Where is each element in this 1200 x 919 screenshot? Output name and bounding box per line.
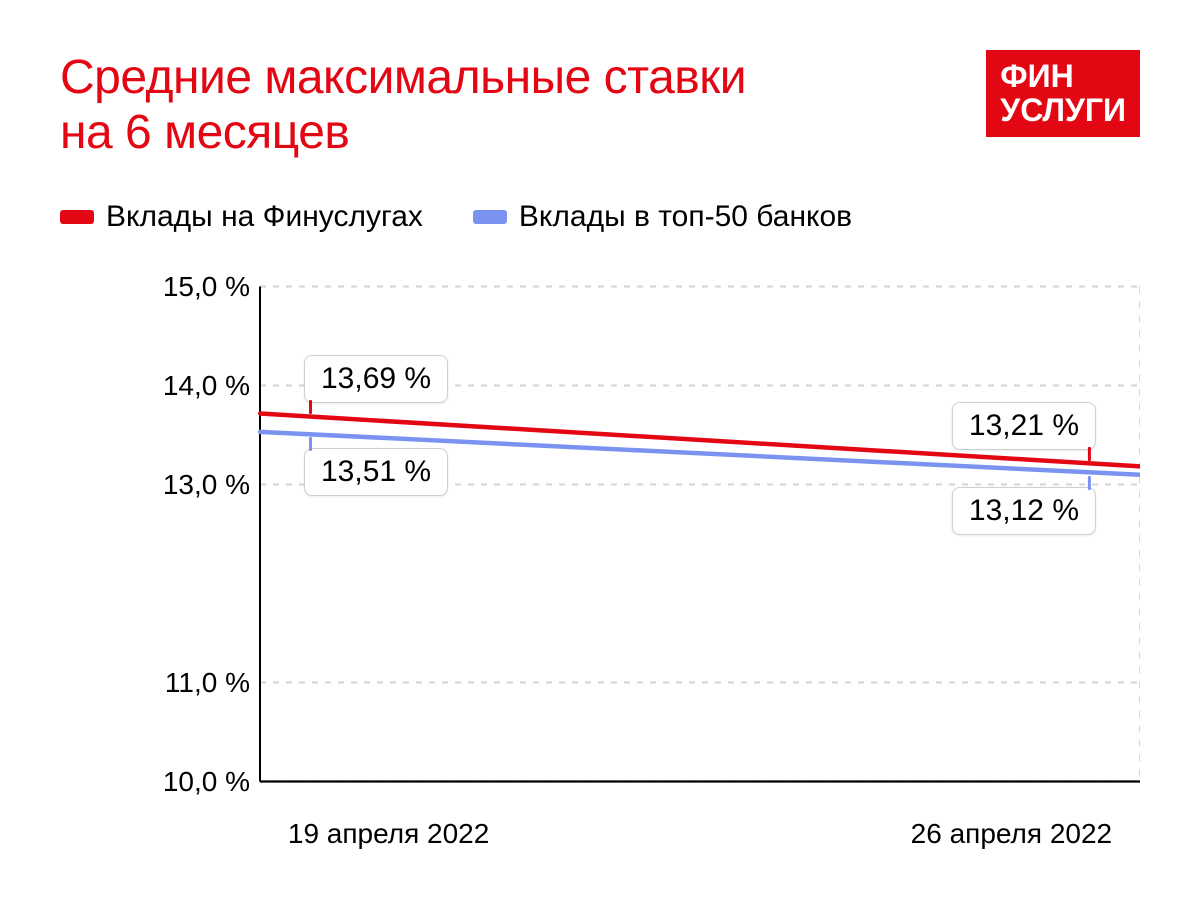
data-callout: 13,12 % — [952, 487, 1096, 535]
chart-title: Средние максимальные ставки на 6 месяцев — [60, 50, 746, 160]
y-tick-label: 15,0 % — [110, 271, 250, 303]
brand-logo: ФИН УСЛУГИ — [986, 50, 1140, 137]
y-tick-label: 10,0 % — [110, 766, 250, 798]
chart-container: Средние максимальные ставки на 6 месяцев… — [0, 0, 1200, 919]
legend-label-1: Вклады на Финуслугах — [106, 200, 423, 234]
legend-swatch-1 — [60, 210, 94, 224]
legend-item-2: Вклады в топ-50 банков — [473, 200, 852, 234]
data-callout: 13,21 % — [952, 402, 1096, 450]
y-tick-label: 13,0 % — [110, 469, 250, 501]
x-tick-label: 26 апреля 2022 — [911, 818, 1112, 850]
chart-plot: 15,0 %14,0 %13,0 %11,0 %10,0 %19 апреля … — [60, 264, 1140, 804]
legend: Вклады на Финуслугах Вклады в топ-50 бан… — [60, 200, 1140, 234]
header-row: Средние максимальные ставки на 6 месяцев… — [60, 50, 1140, 160]
y-tick-label: 11,0 % — [110, 667, 250, 699]
y-tick-label: 14,0 % — [110, 370, 250, 402]
data-callout: 13,51 % — [304, 448, 448, 496]
data-callout: 13,69 % — [304, 355, 448, 403]
legend-swatch-2 — [473, 210, 507, 224]
x-tick-label: 19 апреля 2022 — [288, 818, 489, 850]
legend-item-1: Вклады на Финуслугах — [60, 200, 423, 234]
legend-label-2: Вклады в топ-50 банков — [519, 200, 852, 234]
